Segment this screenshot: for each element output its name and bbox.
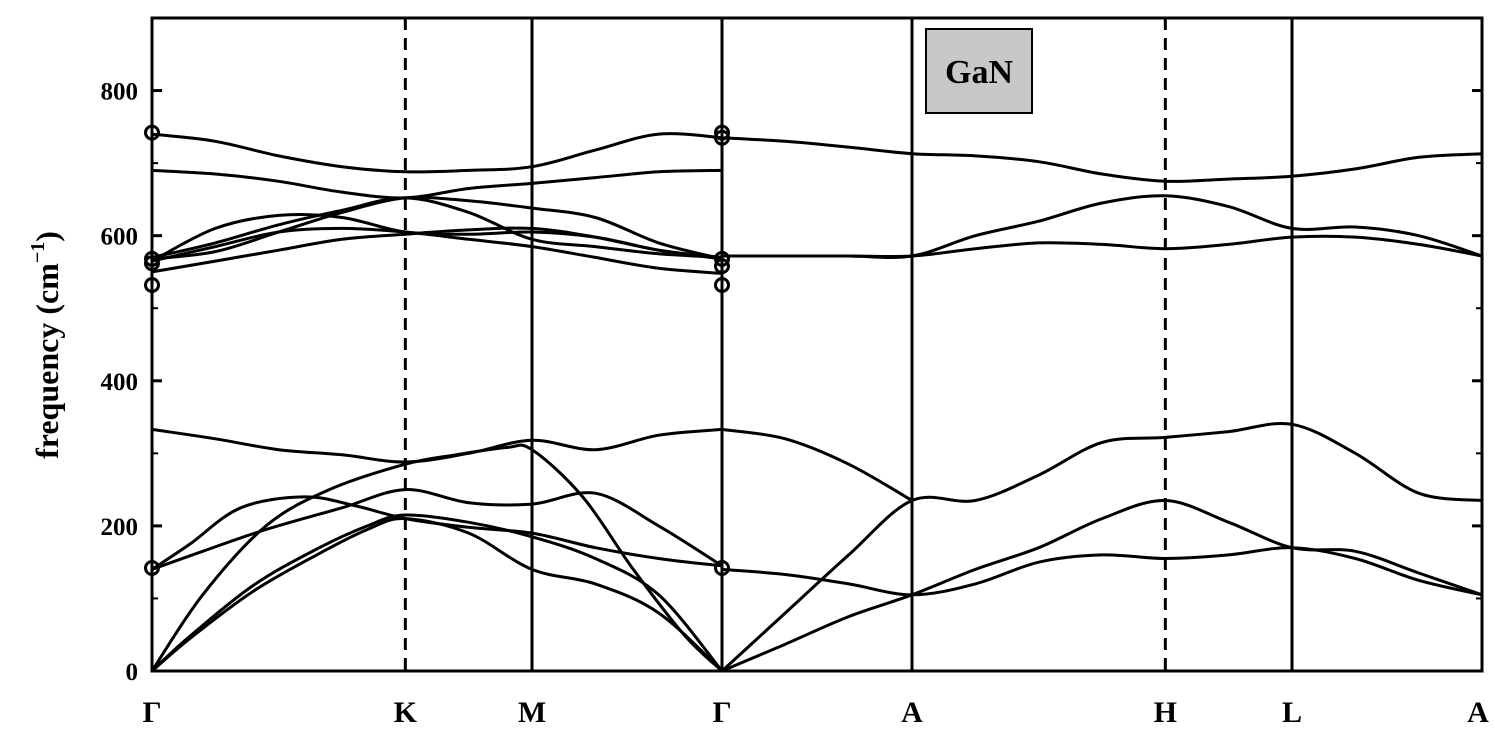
phonon-branch-17 bbox=[721, 136, 1483, 183]
experimental-point-1-5 bbox=[714, 124, 730, 141]
x-tick-label-4: A bbox=[901, 696, 923, 729]
phonon-branch-7 bbox=[721, 498, 1483, 673]
experimental-point-1-0 bbox=[714, 559, 730, 576]
phonon-branch-5 bbox=[151, 427, 723, 464]
x-tick-label-1: K bbox=[394, 696, 418, 729]
x-tick-label-6: L bbox=[1282, 696, 1302, 729]
plot-frame bbox=[150, 16, 1484, 673]
y-axis-label: frequency (cm−1) bbox=[27, 231, 65, 459]
y-tick-label-4: 800 bbox=[101, 79, 139, 106]
x-tick-label-5: H bbox=[1154, 696, 1177, 729]
phonon-branch-0 bbox=[151, 517, 724, 673]
phonon-branch-19 bbox=[721, 194, 1483, 259]
phonon-branch-16 bbox=[151, 132, 723, 174]
chart-title: GaN bbox=[945, 54, 1013, 91]
phonon-branch-12 bbox=[151, 212, 723, 263]
y-axis-label-close: ) bbox=[29, 231, 65, 242]
experimental-point-1-4 bbox=[714, 129, 730, 146]
phonon-branch-2 bbox=[150, 443, 724, 673]
y-axis-label-superscript: −1 bbox=[27, 242, 49, 263]
y-axis-label-main: frequency (cm bbox=[29, 263, 65, 459]
phonon-branch-13 bbox=[151, 196, 723, 259]
phonon-branch-18 bbox=[721, 234, 1483, 259]
experimental-point-1-2 bbox=[714, 258, 730, 275]
experimental-point-1-1 bbox=[714, 277, 730, 294]
phonon-branch-8 bbox=[720, 422, 1483, 673]
phonon-branch-4 bbox=[151, 495, 723, 571]
x-tick-label-0: Γ bbox=[142, 696, 161, 729]
y-tick-label-2: 400 bbox=[101, 369, 139, 396]
phonon-branch-1 bbox=[150, 513, 724, 673]
y-ticks: 0 200 400 600 800 bbox=[101, 79, 1482, 686]
phonon-branch-14 bbox=[151, 195, 723, 261]
y-tick-label-0: 0 bbox=[126, 659, 139, 686]
phonon-branch-6 bbox=[721, 546, 1483, 597]
chart-title-box: GaN bbox=[925, 28, 1033, 114]
x-tick-label-3: Γ bbox=[712, 696, 731, 729]
x-tick-label-7: A bbox=[1467, 696, 1489, 729]
x-tick-label-2: M bbox=[518, 696, 546, 729]
phonon-branch-15 bbox=[151, 168, 723, 200]
phonon-branch-9 bbox=[721, 427, 913, 502]
phonon-branch-3 bbox=[151, 488, 723, 571]
dispersion-curves bbox=[150, 132, 1483, 673]
title-background bbox=[925, 28, 1033, 114]
y-tick-label-3: 600 bbox=[101, 224, 139, 251]
svg-text:frequency (cm−1): frequency (cm−1) bbox=[27, 231, 65, 459]
y-tick-label-1: 200 bbox=[101, 514, 139, 541]
experimental-point-1-3 bbox=[714, 250, 730, 267]
